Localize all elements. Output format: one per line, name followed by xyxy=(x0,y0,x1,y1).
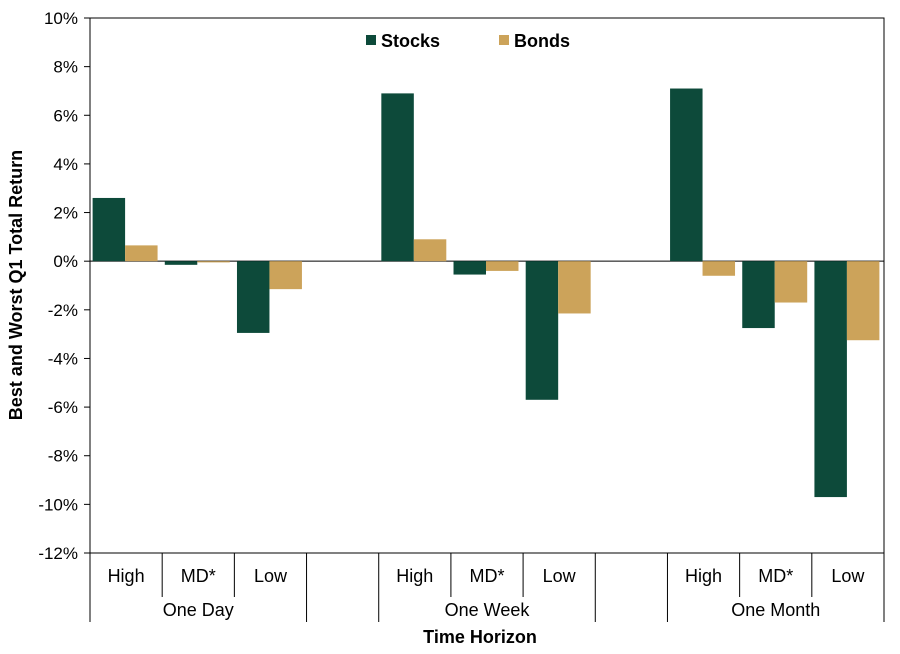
bar-bonds xyxy=(846,261,880,341)
legend-label-stocks: Stocks xyxy=(381,31,440,51)
bar-stocks xyxy=(236,261,270,333)
x-group-label: One Day xyxy=(163,600,234,620)
legend-swatch-stocks xyxy=(366,35,376,45)
x-category-label: High xyxy=(108,566,145,586)
legend-label-bonds: Bonds xyxy=(514,31,570,51)
x-category-label: MD* xyxy=(181,566,216,586)
x-category-label: MD* xyxy=(758,566,793,586)
bar-stocks xyxy=(814,261,847,498)
bar-bonds xyxy=(558,261,591,314)
bar-stocks xyxy=(742,261,775,329)
x-group-label: One Week xyxy=(445,600,531,620)
legend-swatch-bonds xyxy=(499,35,509,45)
x-axis-title: Time Horizon xyxy=(423,627,537,647)
bar-bonds xyxy=(486,261,519,271)
y-tick-label: -6% xyxy=(48,398,78,417)
bar-stocks xyxy=(670,88,703,262)
bar-stocks xyxy=(92,197,126,262)
bar-bonds xyxy=(413,239,447,262)
y-tick-label: 0% xyxy=(53,252,78,271)
x-category-label: High xyxy=(396,566,433,586)
y-tick-label: 6% xyxy=(53,106,78,125)
bar-bonds xyxy=(125,245,158,262)
bar-stocks xyxy=(164,261,198,265)
y-tick-label: -10% xyxy=(38,495,78,514)
x-category-label: High xyxy=(685,566,722,586)
x-category-label: MD* xyxy=(470,566,505,586)
y-tick-label: 10% xyxy=(44,9,78,28)
plot-area: 10% 8% 6% 4% 2% 0% -2% -4% -6% -8% -10% -12% High MD*… xyxy=(38,9,885,622)
x-category-label: Low xyxy=(543,566,577,586)
y-tick-label: 2% xyxy=(53,204,78,223)
x-category-label: Low xyxy=(831,566,865,586)
bar-stocks xyxy=(381,93,414,262)
y-tick-label: -8% xyxy=(48,447,78,466)
bar-bonds xyxy=(269,261,302,290)
bar-bonds xyxy=(197,261,230,263)
y-tick-label: 4% xyxy=(53,155,78,174)
bar-stocks xyxy=(525,261,559,400)
x-category-label: Low xyxy=(254,566,288,586)
bar-stocks xyxy=(453,261,486,275)
y-tick-label: 8% xyxy=(53,58,78,77)
x-group-label: One Month xyxy=(731,600,820,620)
y-tick-label: -2% xyxy=(48,301,78,320)
y-axis-title: Best and Worst Q1 Total Return xyxy=(6,150,26,420)
y-tick-label: -4% xyxy=(48,349,78,368)
bar-bonds xyxy=(774,261,808,303)
y-tick-label: -12% xyxy=(38,544,78,563)
bar-bonds xyxy=(702,261,736,276)
plot-frame xyxy=(89,17,885,554)
legend: Stocks Bonds xyxy=(366,31,570,51)
